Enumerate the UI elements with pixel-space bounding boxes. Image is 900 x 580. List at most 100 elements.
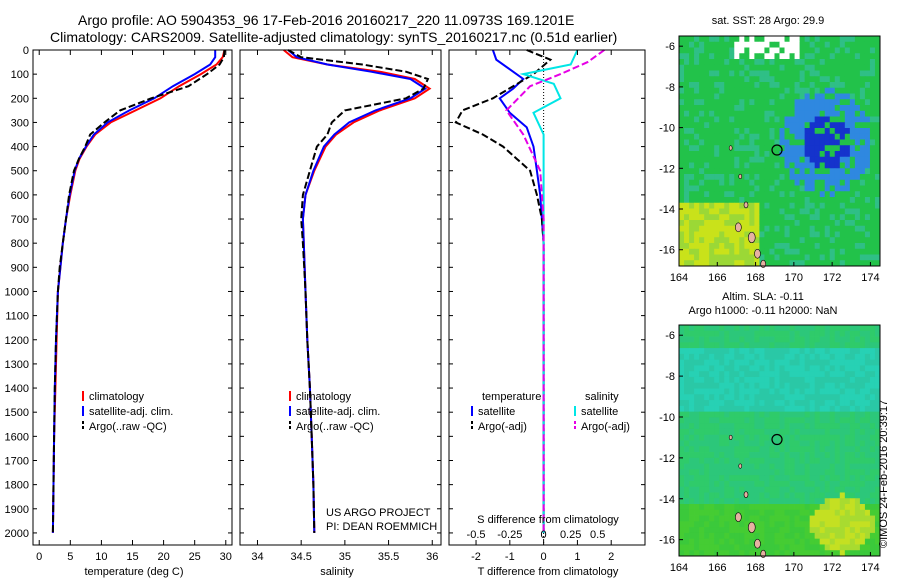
map-cell <box>704 156 710 163</box>
map-cell <box>709 59 715 66</box>
map-cell <box>744 162 750 169</box>
map-cell <box>754 325 760 332</box>
map-cell <box>829 64 836 71</box>
map-cell <box>809 225 816 232</box>
map-cell <box>814 116 821 123</box>
map-cell <box>784 440 790 447</box>
map-cell <box>844 208 851 215</box>
map-cell <box>834 214 841 221</box>
map-cell <box>709 197 715 204</box>
map-cell <box>799 116 806 123</box>
map-cell <box>829 202 836 209</box>
map-cell <box>854 191 861 198</box>
map-cell <box>849 353 856 361</box>
map-cell <box>814 446 821 453</box>
map-cell <box>699 197 705 204</box>
map-cell <box>799 417 806 424</box>
map-cell <box>799 231 806 238</box>
map-cell <box>754 243 760 250</box>
map-cell <box>699 64 705 71</box>
map-cell <box>849 179 856 186</box>
y-tick-label: 200 <box>11 93 29 105</box>
map-cell <box>834 116 841 123</box>
map-cell <box>764 64 770 71</box>
map-cell <box>849 105 856 112</box>
map-cell <box>769 76 775 83</box>
map-cell <box>704 70 710 77</box>
map-cell <box>744 243 750 250</box>
map-cell <box>724 99 730 106</box>
map-cell <box>759 99 765 106</box>
map-cell <box>744 417 750 424</box>
map-cell <box>829 388 836 395</box>
map-cell <box>804 325 811 332</box>
map-cell <box>824 348 831 355</box>
map-cell <box>869 243 876 250</box>
map-cell <box>764 59 770 66</box>
map-cell <box>789 486 795 493</box>
map-cell <box>799 243 806 250</box>
map-cell <box>859 515 866 522</box>
map-cell <box>844 168 851 175</box>
map-cell <box>874 463 881 470</box>
map-cell <box>779 122 785 129</box>
map-cell <box>769 463 775 470</box>
map-cell <box>744 156 750 163</box>
map-cell <box>689 400 695 407</box>
map-cell <box>684 359 690 366</box>
map-cell <box>719 330 725 337</box>
map-cell <box>744 388 750 395</box>
map-cell <box>704 330 710 337</box>
map-cell <box>684 191 690 198</box>
map-cell <box>724 59 730 66</box>
map-cell <box>844 248 851 255</box>
map-cell <box>834 179 841 186</box>
map-cell <box>709 509 715 516</box>
map-cell <box>844 99 851 106</box>
map-cell <box>734 70 740 77</box>
map-cell <box>709 428 715 436</box>
map-cell <box>709 492 715 499</box>
map-cell <box>759 325 765 332</box>
map-cell <box>759 41 765 48</box>
map-cell <box>864 225 871 232</box>
map-cell <box>764 521 770 528</box>
map-cell <box>869 197 876 204</box>
map-cell <box>804 532 811 540</box>
map-cell <box>709 76 715 83</box>
map-cell <box>744 486 750 493</box>
map-cell <box>829 254 836 261</box>
map-cell <box>799 486 806 493</box>
map-cell <box>739 538 745 545</box>
map-cell <box>729 59 735 66</box>
map-cell <box>844 359 851 366</box>
map-cell <box>784 179 790 186</box>
map-cell <box>834 469 841 476</box>
map-cell <box>734 405 740 413</box>
map-cell <box>829 105 836 112</box>
map-cell <box>684 70 690 77</box>
map-cell <box>719 469 725 476</box>
map-cell <box>869 191 876 198</box>
map-cell <box>784 128 790 135</box>
map-cell <box>839 116 846 123</box>
map-cell <box>754 36 760 43</box>
map-cell <box>689 99 695 106</box>
map-cell <box>799 105 806 112</box>
map-cell <box>719 70 725 77</box>
map-cell <box>784 486 790 493</box>
map-cell <box>754 521 760 528</box>
map-cell <box>719 452 725 459</box>
map-cell <box>864 504 871 511</box>
map-cell <box>849 376 856 384</box>
map-cell <box>719 168 725 175</box>
map-cell <box>824 225 831 232</box>
map-cell <box>834 243 841 250</box>
map-cell <box>829 544 836 551</box>
map-cell <box>714 145 720 152</box>
map-cell <box>679 486 685 493</box>
map-cell <box>849 197 856 204</box>
map-cell <box>754 452 760 459</box>
map-cell <box>814 82 821 89</box>
map-cell <box>709 486 715 493</box>
